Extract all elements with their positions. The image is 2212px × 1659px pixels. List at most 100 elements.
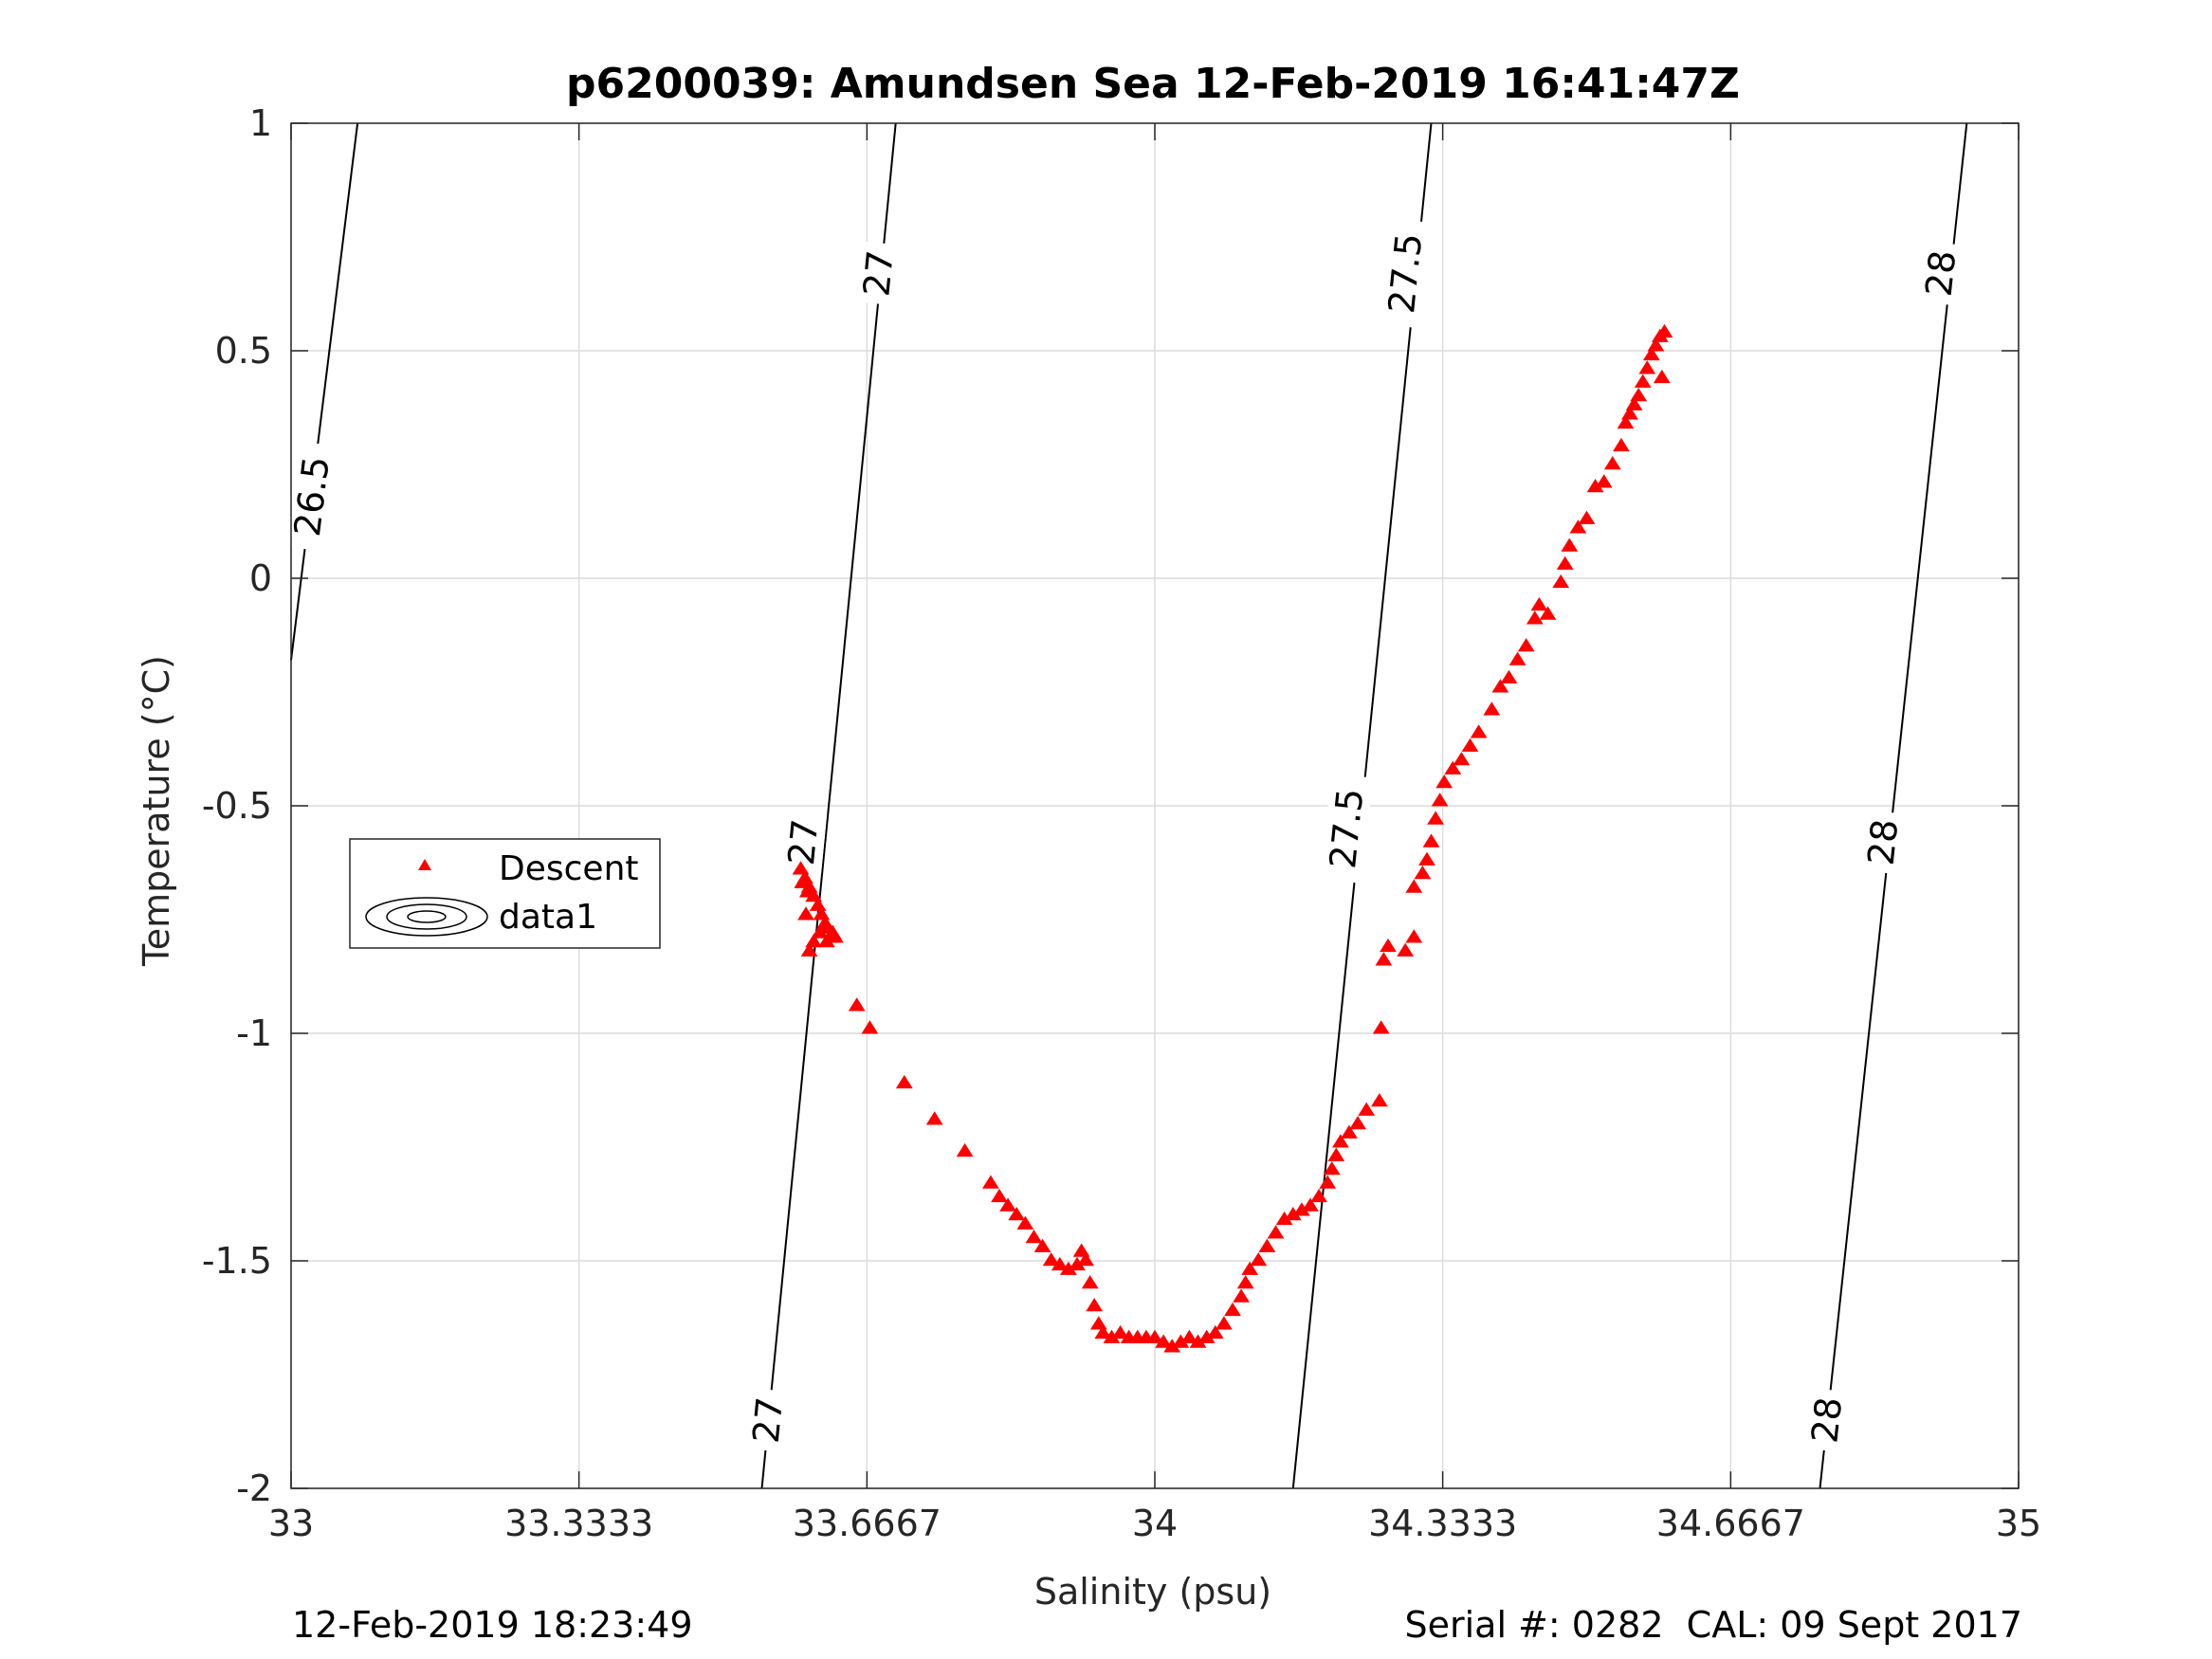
- data-point: [1016, 1215, 1034, 1230]
- data-point: [1241, 1261, 1259, 1275]
- data-point: [1380, 938, 1397, 953]
- data-point: [1483, 702, 1501, 716]
- data-point: [1418, 851, 1435, 866]
- data-point: [1508, 651, 1526, 665]
- data-point: [1414, 866, 1432, 880]
- data-point: [1617, 414, 1635, 429]
- contour-label: 27.5: [1322, 787, 1371, 871]
- contour-label-mask: [284, 441, 339, 552]
- contour-label: 28: [1803, 1395, 1850, 1446]
- tick-marks: 33 33.3333 33.6667 34 34.3333 34.6667 35 -2 -1.5…: [202, 102, 2041, 1544]
- data-point: [981, 1175, 999, 1189]
- data-point: [1302, 1197, 1319, 1212]
- y-tick-label: -2: [236, 1468, 272, 1509]
- y-tick-label: 0: [249, 557, 272, 599]
- data-point: [925, 1111, 943, 1125]
- data-point: [1180, 1329, 1198, 1343]
- contour-label-mask: [779, 810, 828, 875]
- contour-label-group: 27: [854, 241, 903, 306]
- data-point: [1595, 474, 1613, 488]
- data-point: [1634, 374, 1652, 388]
- data-point: [800, 942, 818, 957]
- data-point: [1146, 1329, 1163, 1343]
- data-point: [817, 934, 835, 948]
- data-point: [1461, 738, 1479, 752]
- data-point: [1094, 1324, 1112, 1340]
- x-tick-label: 34.6667: [1656, 1503, 1805, 1544]
- data-point: [798, 884, 816, 898]
- contour-label-mask: [743, 1388, 792, 1452]
- legend: Descent data1: [349, 838, 661, 949]
- data-point: [1630, 388, 1648, 402]
- contour-label: 28: [1918, 248, 1965, 299]
- contour-label-mask: [1802, 1387, 1852, 1453]
- data-point: [805, 934, 823, 948]
- legend-box: [349, 838, 661, 949]
- data-point: [1603, 456, 1621, 470]
- data-point: [1341, 1124, 1358, 1139]
- data-point: [1578, 510, 1596, 524]
- data-point: [1444, 760, 1462, 775]
- y-tick-label: -1: [236, 1012, 272, 1054]
- data-point: [1405, 879, 1423, 893]
- data-point: [1500, 669, 1518, 684]
- data-point: [1215, 1316, 1233, 1330]
- data-point: [1008, 1207, 1026, 1221]
- data-point: [1349, 1116, 1367, 1130]
- data-point: [999, 1197, 1017, 1212]
- data-point: [1427, 811, 1445, 825]
- data-point: [848, 997, 866, 1012]
- contour-label: 27: [780, 817, 827, 866]
- data-point: [1358, 1102, 1376, 1116]
- contour-label: 27: [745, 1395, 792, 1445]
- data-point: [991, 1188, 1008, 1203]
- legend-contour-icon: [365, 897, 488, 937]
- data-point: [1647, 337, 1665, 352]
- data-point: [1086, 1298, 1104, 1312]
- x-tick-label: 35: [1996, 1503, 2041, 1544]
- data-point: [1653, 369, 1671, 384]
- data-point: [1224, 1302, 1241, 1317]
- data-point: [1422, 833, 1440, 848]
- x-tick-label: 34: [1132, 1503, 1178, 1544]
- contour-line: [760, 122, 897, 1489]
- data-point: [1621, 406, 1638, 420]
- footer-timestamp: 12-Feb-2019 18:23:49: [292, 1604, 693, 1646]
- data-point: [1310, 1188, 1328, 1203]
- data-point: [861, 1020, 879, 1034]
- contour-line: [290, 122, 359, 661]
- data-point: [1526, 611, 1544, 625]
- data-point: [1233, 1288, 1251, 1303]
- y-tick-label: 1: [249, 102, 272, 144]
- data-point: [1375, 952, 1393, 966]
- contour-label-group: 28: [1916, 241, 1965, 306]
- data-point: [826, 929, 844, 943]
- data-point: [1327, 1147, 1345, 1161]
- data-point: [1405, 929, 1423, 943]
- contour-label-mask: [1858, 810, 1908, 875]
- contour-label-group: 27: [779, 810, 828, 875]
- data-point: [1539, 606, 1557, 620]
- data-point: [1077, 1252, 1095, 1267]
- y-axis-label: Temperature (°C): [136, 655, 177, 967]
- data-point: [1655, 323, 1673, 338]
- x-tick-label: 33: [268, 1503, 314, 1544]
- data-point: [1552, 574, 1570, 589]
- x-tick-label: 33.3333: [504, 1503, 653, 1544]
- contour-label: 27: [855, 248, 902, 298]
- data-point: [1397, 942, 1415, 957]
- contour-label-mask: [1916, 241, 1965, 306]
- data-point: [797, 906, 814, 921]
- data-point: [1556, 556, 1574, 570]
- data-point: [1435, 775, 1453, 789]
- data-point: [1206, 1324, 1224, 1340]
- legend-entry-data1: data1: [499, 898, 597, 937]
- data-point: [1517, 638, 1535, 652]
- data-point: [1155, 1334, 1173, 1348]
- data-point: [1250, 1252, 1268, 1267]
- contour-label-group: 28: [1858, 810, 1908, 875]
- data-point: [1331, 1134, 1349, 1148]
- contour-label-group: 27.5: [1320, 774, 1373, 884]
- data-point: [794, 874, 812, 888]
